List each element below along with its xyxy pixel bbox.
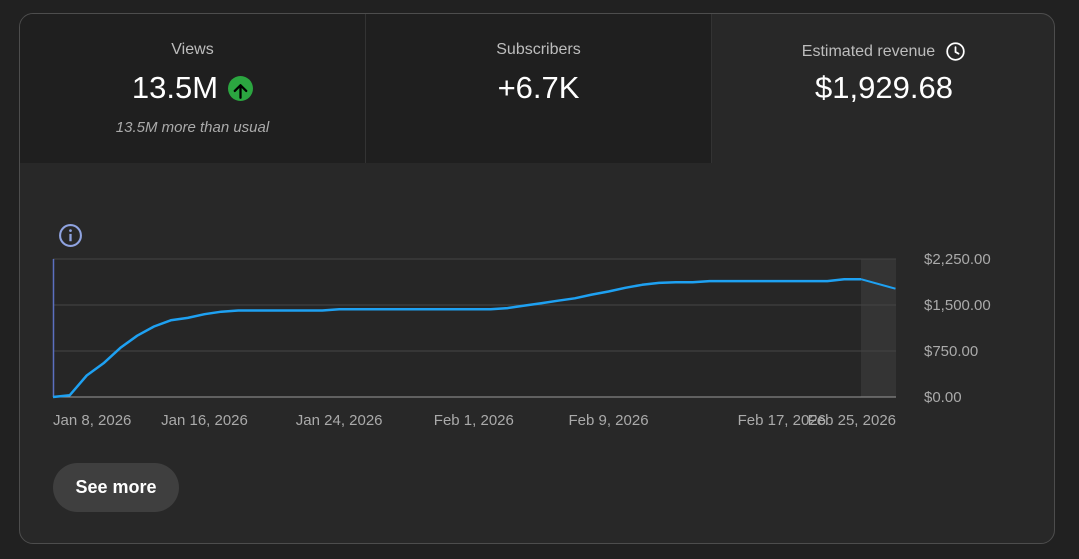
views-metric-tab[interactable]: Views 13.5M 13.5M more than usual — [20, 14, 366, 163]
y-tick-label: $750.00 — [924, 343, 978, 360]
revenue-chart: $2,250.00 $1,500.00 $750.00 $0.00 Jan 8, 202… — [20, 163, 1054, 463]
subscribers-value: +6.7K — [497, 70, 580, 105]
analytics-card: Views 13.5M 13.5M more than usual Subscr… — [19, 13, 1055, 544]
x-tick-label: Feb 1, 2026 — [434, 412, 514, 429]
views-label: Views — [171, 41, 214, 58]
subscribers-metric-tab[interactable]: Subscribers +6.7K — [366, 14, 712, 163]
x-tick-label: Feb 17, 2026 — [738, 412, 826, 429]
x-tick-label: Jan 16, 2026 — [161, 412, 248, 429]
x-tick-label: Jan 24, 2026 — [296, 412, 383, 429]
plot-area — [53, 259, 896, 397]
revenue-chart-svg: $2,250.00 $1,500.00 $750.00 $0.00 Jan 8, 202… — [52, 251, 991, 429]
revenue-label: Estimated revenue — [801, 42, 936, 60]
views-value: 13.5M — [131, 70, 219, 105]
clock-icon[interactable] — [945, 41, 966, 62]
metric-tabs: Views 13.5M 13.5M more than usual Subscr… — [20, 14, 1054, 163]
views-comparison-note: 13.5M more than usual — [115, 119, 270, 136]
revenue-value: $1,929.68 — [815, 70, 953, 105]
partial-day-segment — [860, 278, 896, 290]
x-tick-label: Feb 9, 2026 — [568, 412, 648, 429]
x-tick-label: Feb 25, 2026 — [808, 412, 896, 429]
info-icon[interactable] — [58, 223, 83, 248]
partial-day-band — [861, 259, 896, 397]
y-tick-label: $2,250.00 — [924, 251, 991, 268]
subscribers-label: Subscribers — [496, 41, 581, 58]
y-tick-label: $0.00 — [924, 389, 962, 406]
x-tick-label: Jan 8, 2026 — [53, 412, 131, 429]
arrow-up-icon — [228, 75, 254, 101]
revenue-metric-tab[interactable]: Estimated revenue $1,929.68 — [712, 14, 1054, 163]
y-tick-label: $1,500.00 — [924, 297, 991, 314]
revenue-series-line — [52, 277, 861, 399]
see-more-button[interactable]: See more — [53, 463, 179, 512]
